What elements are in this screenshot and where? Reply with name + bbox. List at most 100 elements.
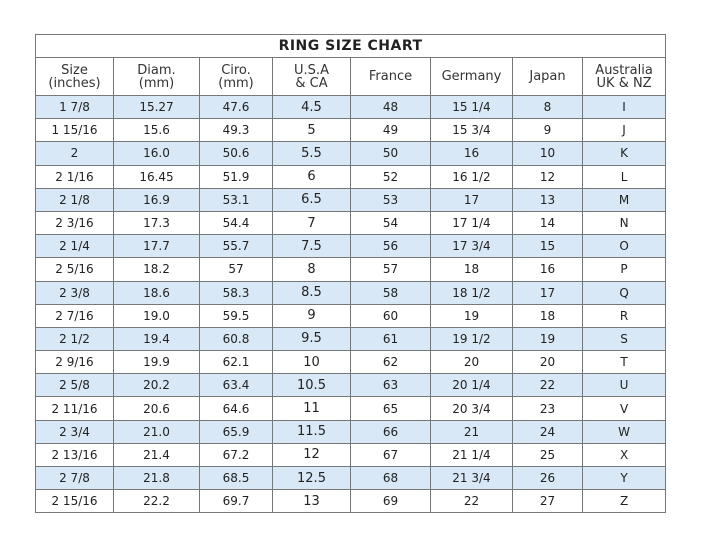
table-cell: 49 — [350, 118, 431, 143]
table-cell: 61 — [350, 326, 431, 352]
table-cell: Z — [581, 489, 667, 514]
table-cell: 53.1 — [199, 187, 273, 212]
table-cell: Y — [581, 465, 667, 491]
table-cell: 57 — [199, 257, 273, 282]
table-cell: 20.6 — [113, 396, 200, 421]
table-cell: 13 — [512, 187, 583, 212]
table-cell: 15.27 — [113, 94, 200, 120]
table-cell: 48 — [350, 94, 431, 120]
table-cell: 2 1/16 — [35, 164, 114, 189]
table-cell: 21 — [430, 419, 513, 444]
table-cell: 2 5/16 — [35, 257, 114, 282]
table-cell: 12 — [272, 442, 351, 468]
table-cell: 69.7 — [199, 489, 273, 514]
table-cell: 7 — [272, 210, 351, 236]
table-cell: 22.2 — [113, 489, 200, 514]
table-row: 2 1/8 16.9 53.1 6.5 53 17 13 M — [35, 187, 667, 212]
column-header: France — [350, 57, 431, 96]
table-cell: 63.4 — [199, 373, 273, 398]
column-header: Australia UK & NZ — [581, 57, 667, 96]
table-cell: O — [581, 234, 667, 259]
table-cell: 12 — [512, 164, 583, 189]
table-cell: 15 — [512, 234, 583, 259]
table-cell: I — [581, 94, 667, 120]
table-cell: 21.8 — [113, 465, 200, 491]
table-row: 2 1/2 19.4 60.8 9.5 61 19 1/2 19 S — [35, 326, 667, 352]
table-title: RING SIZE CHART — [34, 34, 667, 58]
table-cell: P — [581, 257, 667, 282]
table-row: 2 7/16 19.0 59.5 9 60 19 18 R — [35, 303, 667, 328]
table-cell: 2 11/16 — [35, 396, 114, 421]
table-cell: 15.6 — [113, 118, 200, 143]
table-cell: U — [581, 373, 667, 398]
table-cell: 15 3/4 — [430, 118, 513, 143]
table-cell: 67 — [350, 442, 431, 468]
table-cell: 5 — [272, 118, 351, 143]
table-cell: 17 3/4 — [430, 234, 513, 259]
table-cell: 20 1/4 — [430, 373, 513, 398]
table-cell: 50 — [350, 141, 431, 166]
table-cell: 19.0 — [113, 303, 200, 328]
table-cell: 9.5 — [272, 326, 351, 352]
table-cell: 20 — [430, 350, 513, 375]
table-cell: 9 — [512, 118, 583, 143]
table-cell: K — [581, 141, 667, 166]
column-header: U.S.A & CA — [272, 57, 351, 96]
column-header: Size (inches) — [35, 57, 114, 96]
table-cell: 26 — [512, 465, 583, 491]
column-header: Germany — [430, 57, 513, 96]
table-row: 1 15/16 15.6 49.3 5 49 15 3/4 9 J — [35, 118, 667, 143]
table-cell: 7.5 — [272, 234, 351, 259]
table-cell: 2 15/16 — [35, 489, 114, 514]
table-cell: 19 — [512, 326, 583, 352]
table-cell: 16.45 — [113, 164, 200, 189]
table-cell: 20 — [512, 350, 583, 375]
table-cell: 27 — [512, 489, 583, 514]
table-cell: 64.6 — [199, 396, 273, 421]
table-row: 2 3/4 21.0 65.9 11.5 66 21 24 W — [35, 419, 667, 444]
table-cell: X — [581, 442, 667, 468]
table-cell: 2 13/16 — [35, 442, 114, 468]
table-cell: 54.4 — [199, 210, 273, 236]
table-cell: 5.5 — [272, 141, 351, 166]
table-cell: 10 — [512, 141, 583, 166]
header-row: Size (inches) Diam. (mm) Ciro. (mm) U.S.A &… — [35, 57, 667, 96]
table-row: 2 16.0 50.6 5.5 50 16 10 K — [35, 141, 667, 166]
table-cell: 69 — [350, 489, 431, 514]
table-row: 2 7/8 21.8 68.5 12.5 68 21 3/4 26 Y — [35, 465, 667, 491]
table-row: 2 3/8 18.6 58.3 8.5 58 18 1/2 17 Q — [35, 280, 667, 305]
table-row: 2 9/16 19.9 62.1 10 62 20 20 T — [35, 350, 667, 375]
table-cell: Q — [581, 280, 667, 305]
table-cell: 25 — [512, 442, 583, 468]
table-cell: W — [581, 419, 667, 444]
table-cell: 21.0 — [113, 419, 200, 444]
table-cell: 10.5 — [272, 373, 351, 398]
table-cell: 16 1/2 — [430, 164, 513, 189]
table-cell: 6.5 — [272, 187, 351, 212]
table-cell: 21 3/4 — [430, 465, 513, 491]
table-cell: 2 1/8 — [35, 187, 114, 212]
table-cell: 20.2 — [113, 373, 200, 398]
table-cell: 51.9 — [199, 164, 273, 189]
table-cell: 8 — [512, 94, 583, 120]
table-row: 2 15/16 22.2 69.7 13 69 22 27 Z — [35, 489, 667, 514]
table-cell: 2 3/4 — [35, 419, 114, 444]
table-cell: 15 1/4 — [430, 94, 513, 120]
table-cell: 22 — [430, 489, 513, 514]
table-cell: 8 — [272, 257, 351, 282]
table-cell: 11 — [272, 396, 351, 421]
table-cell: 16 — [512, 257, 583, 282]
table-cell: 18.2 — [113, 257, 200, 282]
table-row: 2 5/8 20.2 63.4 10.5 63 20 1/4 22 U — [35, 373, 667, 398]
table-cell: 54 — [350, 210, 431, 236]
table-cell: 19 — [430, 303, 513, 328]
table-cell: 65.9 — [199, 419, 273, 444]
table-cell: 2 3/16 — [35, 210, 114, 236]
table-cell: 17.3 — [113, 210, 200, 236]
table-cell: 52 — [350, 164, 431, 189]
table-cell: 56 — [350, 234, 431, 259]
table-cell: 17.7 — [113, 234, 200, 259]
table-row: 2 13/16 21.4 67.2 12 67 21 1/4 25 X — [35, 442, 667, 468]
table-body: 1 7/8 15.27 47.6 4.5 48 15 1/4 8 I 1 15/16 15.6 49… — [35, 94, 667, 514]
table-cell: 13 — [272, 489, 351, 514]
